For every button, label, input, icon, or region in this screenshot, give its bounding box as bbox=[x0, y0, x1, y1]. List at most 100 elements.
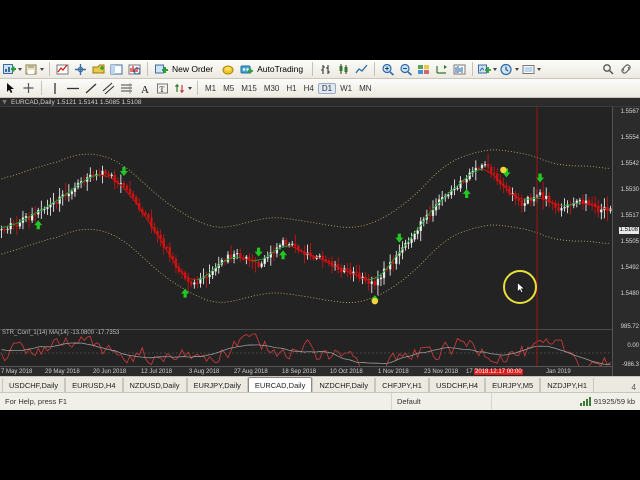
indicators-button[interactable] bbox=[477, 61, 498, 78]
chart-shift-icon bbox=[435, 63, 449, 76]
arrow-cursor-icon bbox=[4, 82, 18, 95]
connection-strength-icon bbox=[579, 397, 591, 406]
price-pane[interactable] bbox=[0, 107, 612, 329]
vertical-line-tool[interactable] bbox=[46, 80, 63, 97]
status-profile[interactable]: Default bbox=[392, 393, 492, 410]
vertical-line-icon bbox=[48, 82, 62, 95]
mql5-community-button[interactable] bbox=[219, 61, 236, 78]
indicator1-label: STR_Conf_1(14) MA(14) -13.0800 -17.7353 bbox=[2, 330, 120, 336]
profiles-button[interactable] bbox=[24, 61, 45, 78]
tab-nzdchf-daily[interactable]: NZDCHF,Daily bbox=[312, 378, 376, 392]
market-watch-icon bbox=[56, 63, 70, 76]
tabs-scroll-indicator[interactable]: 4 bbox=[631, 383, 636, 392]
zoom-out-button[interactable] bbox=[397, 61, 414, 78]
data-window-icon bbox=[74, 63, 88, 76]
tab-usdchf-daily[interactable]: USDCHF,Daily bbox=[2, 378, 66, 392]
line-chart-button[interactable] bbox=[353, 61, 370, 78]
tab-usdchf-h4[interactable]: USDCHF,H4 bbox=[428, 378, 486, 392]
new-order-icon bbox=[155, 63, 169, 76]
label-tool[interactable]: T bbox=[154, 80, 171, 97]
bar-chart-icon bbox=[319, 63, 333, 76]
terminal-button[interactable] bbox=[108, 61, 125, 78]
zoom-out-icon bbox=[399, 63, 413, 76]
navigator-icon bbox=[92, 63, 106, 76]
auto-scroll-button[interactable] bbox=[451, 61, 468, 78]
channel-icon bbox=[102, 82, 116, 95]
timeframe-h1[interactable]: H1 bbox=[286, 83, 297, 93]
line-chart-icon bbox=[355, 63, 369, 76]
date-tick: 23 Nov 2018 bbox=[424, 369, 459, 375]
tab-eurusd-h4[interactable]: EURUSD,H4 bbox=[65, 378, 123, 392]
clock-icon bbox=[500, 63, 514, 76]
indicators-icon bbox=[478, 63, 492, 76]
status-bar: For Help, press F1 Default 91925/59 kb bbox=[0, 392, 640, 410]
chart-window[interactable]: EURCAD,Daily 1.5121 1.5141 1.5085 1.5108… bbox=[0, 98, 640, 376]
zoom-in-button[interactable] bbox=[379, 61, 396, 78]
date-axis[interactable]: 7 May 2018 29 May 2018 20 Jun 2018 12 Ju… bbox=[0, 366, 612, 376]
price-tick: 1.5554 bbox=[620, 135, 639, 141]
autotrading-button[interactable]: AutoTrading bbox=[237, 61, 308, 78]
bar-chart-button[interactable] bbox=[317, 61, 334, 78]
price-tick: 1.5530 bbox=[620, 187, 639, 193]
date-tick: 29 May 2018 bbox=[45, 369, 80, 375]
search-icon[interactable] bbox=[602, 63, 616, 76]
tab-eurjpy-m5[interactable]: EURJPY,M5 bbox=[485, 378, 541, 392]
collapse-icon[interactable] bbox=[2, 99, 7, 105]
crosshair-icon bbox=[22, 82, 36, 95]
price-tick: 1.5505 bbox=[620, 239, 639, 245]
price-axis[interactable]: 1.5567 1.5554 1.5542 1.5530 1.5517 1.510… bbox=[612, 107, 640, 376]
fibonacci-tool[interactable] bbox=[118, 80, 135, 97]
timeframe-w1[interactable]: W1 bbox=[340, 83, 353, 93]
auto-scroll-icon bbox=[453, 63, 467, 76]
chart-shift-button[interactable] bbox=[433, 61, 450, 78]
letterbox-top bbox=[0, 0, 640, 60]
text-icon: A bbox=[138, 82, 152, 96]
horizontal-line-tool[interactable] bbox=[64, 80, 81, 97]
label-icon: T bbox=[156, 82, 170, 95]
navigator-button[interactable] bbox=[90, 61, 107, 78]
timeframe-d1[interactable]: D1 bbox=[317, 82, 337, 94]
timeframe-m30[interactable]: M30 bbox=[263, 83, 280, 93]
timeframe-h4[interactable]: H4 bbox=[303, 83, 314, 93]
new-order-button[interactable]: New Order bbox=[152, 61, 218, 78]
arrows-tool[interactable] bbox=[172, 80, 193, 97]
indicator1-scale-max: 985.72 bbox=[620, 324, 639, 330]
equidistant-channel-tool[interactable] bbox=[100, 80, 117, 97]
date-tick: 27 Aug 2018 bbox=[234, 369, 268, 375]
letterbox-bottom bbox=[0, 410, 640, 480]
crosshair-tool[interactable] bbox=[20, 80, 37, 97]
text-tool[interactable]: A bbox=[136, 80, 153, 97]
timeframe-m5[interactable]: M5 bbox=[223, 83, 235, 93]
strategy-tester-button[interactable] bbox=[126, 61, 143, 78]
connection-status: 91925/59 kb bbox=[593, 397, 635, 406]
chart-tabs: USDCHF,Daily EURUSD,H4 NZDUSD,Daily EURJ… bbox=[0, 376, 640, 392]
tab-nzdusd-daily[interactable]: NZDUSD,Daily bbox=[122, 378, 187, 392]
horizontal-line-icon bbox=[66, 82, 80, 95]
price-tick: 1.5567 bbox=[620, 109, 639, 115]
zoom-in-icon bbox=[381, 63, 395, 76]
tab-nzdjpy-h1[interactable]: NZDJPY,H1 bbox=[540, 378, 595, 392]
autotrading-label: AutoTrading bbox=[257, 64, 304, 74]
timeframe-m15[interactable]: M15 bbox=[241, 83, 257, 93]
candlestick-chart-button[interactable] bbox=[335, 61, 352, 78]
templates-button[interactable] bbox=[521, 61, 542, 78]
periods-button[interactable] bbox=[499, 61, 520, 78]
tab-eurcad-daily[interactable]: EURCAD,Daily bbox=[247, 377, 313, 392]
trendline-icon bbox=[84, 82, 98, 95]
data-window-button[interactable] bbox=[72, 61, 89, 78]
timeframe-m1[interactable]: M1 bbox=[205, 83, 217, 93]
new-chart-button[interactable] bbox=[2, 61, 23, 78]
tile-windows-button[interactable] bbox=[415, 61, 432, 78]
date-tick: 17 D bbox=[466, 369, 479, 375]
terminal-icon bbox=[110, 63, 124, 76]
timeframe-mn[interactable]: MN bbox=[359, 83, 372, 93]
market-watch-button[interactable] bbox=[54, 61, 71, 78]
link-icon[interactable] bbox=[620, 63, 634, 76]
mouse-pointer-icon bbox=[517, 282, 525, 294]
trendline-tool[interactable] bbox=[82, 80, 99, 97]
indicator-pane-str-conf[interactable] bbox=[0, 330, 612, 376]
tab-chfjpy-h1[interactable]: CHFJPY,H1 bbox=[375, 378, 429, 392]
tab-eurjpy-daily[interactable]: EURJPY,Daily bbox=[186, 378, 248, 392]
cursor-tool[interactable] bbox=[2, 80, 19, 97]
price-tick: 1.5492 bbox=[620, 265, 639, 271]
